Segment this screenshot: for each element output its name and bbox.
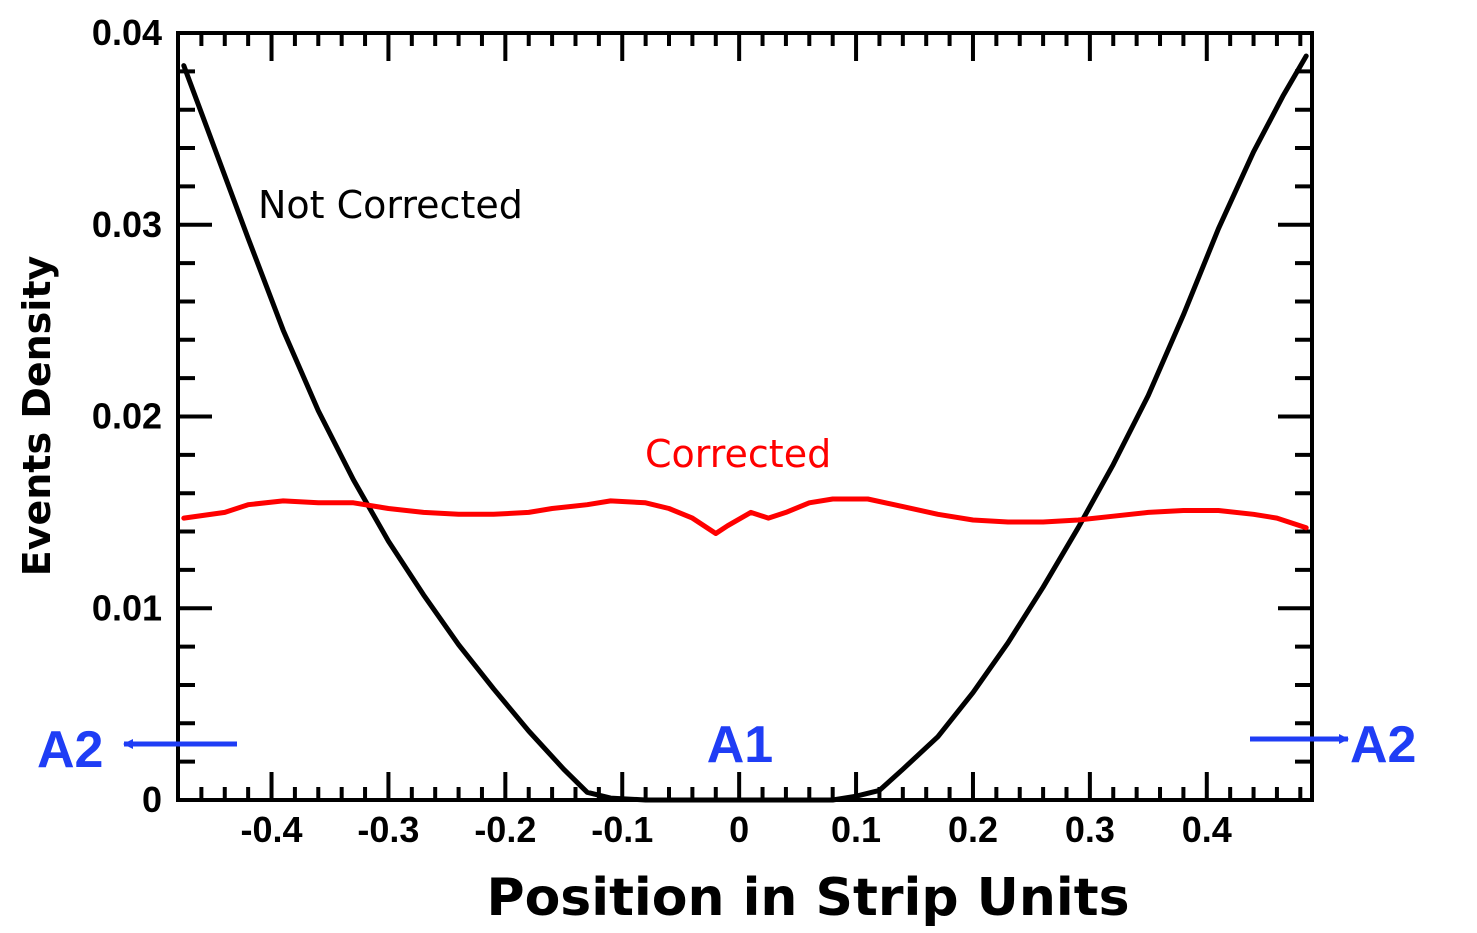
a2-right-marker-label: A2 [1350, 716, 1416, 774]
major-ticks [178, 31, 1312, 802]
y-tick-label: 0.04 [92, 12, 162, 53]
plot-frame [176, 31, 1314, 802]
x-tick-label: -0.4 [241, 809, 303, 850]
y-axis-title: Events Density [15, 256, 59, 577]
x-tick-label: 0 [729, 809, 749, 850]
minor-ticks [176, 33, 1312, 800]
x-tick-label: -0.2 [474, 809, 536, 850]
y-tick-label: 0.03 [92, 204, 162, 245]
y-tick-label: 0.02 [92, 396, 162, 437]
corrected-label: Corrected [645, 432, 831, 476]
x-tick-label: 0.1 [831, 809, 881, 850]
y-tick-labels: 0 0.01 0.02 0.03 0.04 [92, 12, 162, 820]
y-tick-label: 0.01 [92, 587, 162, 628]
x-tick-label: -0.3 [357, 809, 419, 850]
series-layer [181, 53, 1309, 803]
x-tick-label: -0.1 [591, 809, 653, 850]
a2-left-marker-label: A2 [37, 721, 103, 779]
corrected-series-line [181, 496, 1309, 536]
not-corrected-label: Not Corrected [258, 183, 523, 227]
y-tick-label: 0 [142, 779, 162, 820]
x-tick-label: 0.3 [1065, 809, 1115, 850]
x-tick-label: 0.2 [948, 809, 998, 850]
x-tick-label: 0.4 [1182, 809, 1232, 850]
x-axis-title: Position in Strip Units [486, 868, 1129, 928]
not-corrected-series-line [181, 53, 1309, 803]
a1-marker-label: A1 [707, 716, 773, 774]
x-tick-labels: -0.4 -0.3 -0.2 -0.1 0 0.1 0.2 0.3 0.4 [241, 809, 1232, 850]
